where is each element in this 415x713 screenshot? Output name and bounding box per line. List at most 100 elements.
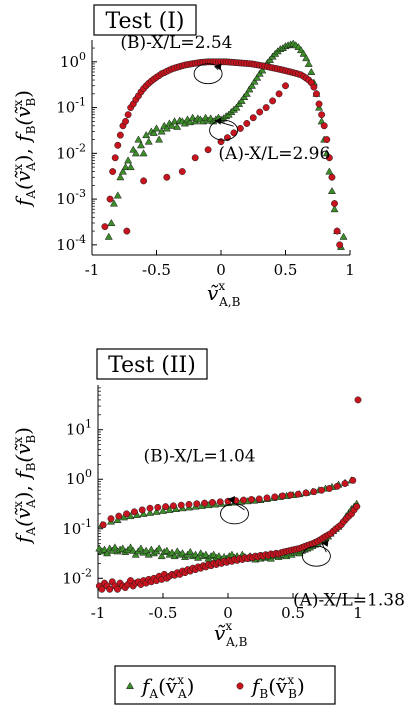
data-point-b <box>101 223 109 231</box>
data-point-a <box>113 191 122 199</box>
legend-marker-a <box>125 681 135 689</box>
data-point-b <box>178 168 186 175</box>
data-point-b <box>240 496 248 504</box>
annotation-arrowhead <box>228 495 235 503</box>
data-point-b <box>140 177 148 185</box>
plot-area-test-i: -1 -0.5 0 0.5 1 10-4 10-3 10-2 10-1 100 fA(ṽxA), f… <box>11 33 355 309</box>
annotation: (B)-X/L=2.54 <box>120 33 233 85</box>
data-point-b <box>320 122 328 130</box>
data-point-a <box>339 232 348 240</box>
x-axis-label: ṽx A,B <box>207 279 241 309</box>
data-point-a <box>113 515 122 523</box>
data-point-b <box>318 111 326 119</box>
data-point-a <box>245 85 254 93</box>
data-point-a <box>136 544 145 552</box>
series-A-test-i <box>104 39 348 250</box>
y-tick-label: 101 <box>66 418 92 439</box>
series-B-test-ii <box>95 396 362 593</box>
data-point-a <box>139 149 148 157</box>
data-point-a <box>129 546 138 554</box>
data-point-b <box>262 104 270 112</box>
data-point-b <box>123 510 131 518</box>
annotation-ellipse <box>220 503 249 525</box>
data-point-a <box>155 135 164 143</box>
data-point-a <box>157 552 166 560</box>
data-point-a <box>116 173 125 181</box>
annotation-arrow <box>321 542 327 553</box>
plot-area-test-ii: -1 -0.5 0 0.5 1 10-2 10-1 100 101 fA(ṽxA), fB(ṽxB… <box>11 385 405 649</box>
data-point-b <box>191 154 199 162</box>
y-tick-label: 10-1 <box>56 96 86 117</box>
data-point-b <box>106 195 114 203</box>
data-point-b <box>115 512 123 520</box>
annotation-arrowhead <box>214 63 222 71</box>
data-point-b <box>107 515 115 523</box>
x-tick-label: 1 <box>345 261 355 279</box>
data-point-a <box>118 167 127 175</box>
data-point-b <box>138 506 146 514</box>
data-point-a <box>307 67 316 75</box>
y-tick-label: 100 <box>66 467 92 488</box>
data-point-a <box>131 149 140 157</box>
data-point-a <box>299 49 308 57</box>
x-tick-label: -1 <box>85 261 100 279</box>
data-point-b <box>333 227 341 235</box>
data-point-b <box>236 124 244 132</box>
data-point-b <box>310 488 318 496</box>
data-point-a <box>104 232 113 240</box>
data-point-a <box>110 543 119 551</box>
data-point-b <box>323 136 331 144</box>
data-point-b <box>99 521 107 529</box>
panel-test-i: Test (I) -1 -0.5 0 0.5 1 10-4 10-3 10-2 10-1 100 f… <box>11 4 355 309</box>
data-point-a <box>327 186 336 194</box>
data-point-b <box>185 500 193 508</box>
annotation-arrowhead <box>321 539 329 547</box>
panel-test-ii: Test (II) -1 -0.5 0 0.5 1 10-2 10-1 100 101 fA(ṽx… <box>11 348 405 649</box>
data-point-b <box>331 200 338 207</box>
data-point-a <box>201 550 210 558</box>
data-point-b <box>318 486 326 494</box>
x-tick-label: -0.5 <box>149 604 178 622</box>
x-axis-label: ṽx A,B <box>214 619 248 649</box>
annotation-ellipse <box>209 119 239 141</box>
data-point-b <box>315 100 323 108</box>
y-tick-label: 10-1 <box>62 517 92 538</box>
data-point-a <box>304 59 313 67</box>
x-tick-label: 0.5 <box>281 604 305 622</box>
data-point-b <box>263 494 271 502</box>
data-point-a <box>109 199 118 207</box>
data-point-b <box>177 501 185 509</box>
data-point-b <box>162 503 170 511</box>
data-point-b <box>269 97 277 105</box>
legend-items: fA(ṽx A) fB(ṽx B) <box>125 673 305 701</box>
chart-title-test-ii: Test (II) <box>108 353 196 378</box>
data-point-b <box>328 173 336 181</box>
data-point-b <box>163 173 171 181</box>
annotation: (B)-X/L=1.04 <box>144 446 256 525</box>
legend-label-a: fA(ṽx A) <box>140 673 194 701</box>
legend-label-b: fB(ṽx B) <box>250 673 305 701</box>
y-tick-label: 10-4 <box>56 233 86 254</box>
y-axis-label: fA(ṽxA), fB(ṽxB) <box>11 427 38 545</box>
data-point-b <box>325 485 333 492</box>
data-point-b <box>336 241 344 249</box>
data-point-b <box>169 502 177 510</box>
data-point-b <box>98 585 106 593</box>
data-point-b <box>325 154 333 162</box>
data-point-a <box>139 509 148 517</box>
x-tick-label: 0 <box>223 604 233 622</box>
data-point-b <box>204 146 212 154</box>
data-point-a <box>107 218 116 226</box>
data-point-b <box>193 500 201 508</box>
data-point-a <box>145 508 155 516</box>
legend-frame <box>114 665 336 705</box>
data-point-b <box>130 508 138 516</box>
data-point-b <box>154 503 162 511</box>
x-tick-label: 1 <box>353 604 363 622</box>
y-axis-label: fA(ṽxA), fB(ṽxB) <box>11 90 38 208</box>
chart-title-test-i: Test (I) <box>106 9 185 34</box>
data-point-a <box>165 505 174 513</box>
data-point-b <box>201 499 209 507</box>
data-point-b <box>208 498 216 506</box>
data-point-b <box>349 476 357 484</box>
